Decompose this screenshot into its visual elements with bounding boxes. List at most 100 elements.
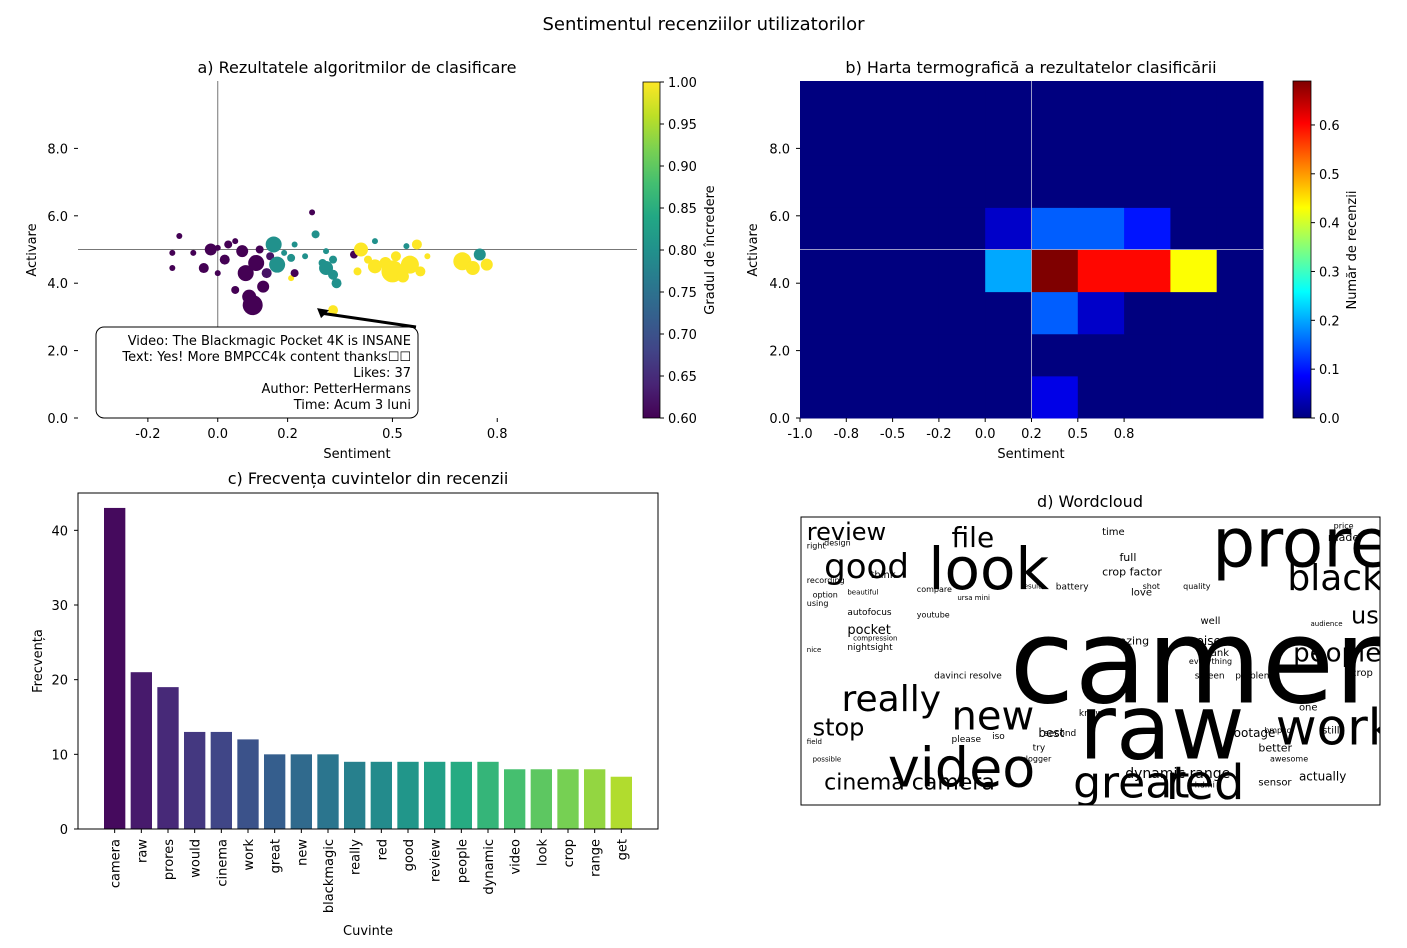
bar	[584, 769, 606, 829]
x-tick-label: 0.8	[1114, 427, 1135, 442]
heatmap-cell	[800, 81, 847, 124]
scatter-point	[176, 233, 183, 240]
scatter-point	[331, 278, 342, 289]
scatter-point	[465, 261, 480, 276]
annotation-arrow-head	[317, 308, 330, 319]
heatmap-cell	[1077, 123, 1125, 166]
x-tick-label: -0.5	[880, 427, 905, 442]
bar	[130, 672, 152, 829]
bar	[104, 507, 126, 829]
panel-d-title: d) Wordcloud	[1037, 492, 1143, 511]
y-tick-label: 4.0	[769, 277, 790, 292]
bar	[317, 754, 339, 829]
panel-b-colorbar-label: Număr de recenzii	[1345, 191, 1360, 310]
x-tick-label: range	[589, 839, 604, 877]
scatter-point	[290, 269, 299, 278]
y-tick-label: 4.0	[47, 277, 68, 292]
x-tick-label: -0.2	[926, 427, 951, 442]
wordcloud-word: everything	[1189, 657, 1232, 666]
scatter-point	[219, 254, 230, 265]
wordcloud-word: dynamic range	[1125, 766, 1230, 782]
wordcloud-word: field	[807, 738, 822, 746]
heatmap-cell	[1124, 165, 1171, 208]
wordcloud-word: audience	[1311, 620, 1343, 628]
wordcloud-word: autofocus	[847, 608, 892, 618]
heatmap-cell	[1077, 207, 1125, 250]
x-tick-label: camera	[109, 839, 124, 888]
panel-a-scatter: a) Rezultatele algoritmilor de clasifica…	[25, 58, 718, 462]
annotation-line: Video: The Blackmagic Pocket 4K is INSAN…	[128, 334, 411, 349]
heatmap-cell	[846, 207, 894, 250]
heatmap-cell	[1170, 375, 1218, 419]
scatter-point	[287, 253, 296, 262]
wordcloud-word: know	[1079, 709, 1103, 719]
y-tick-label: 20	[51, 674, 68, 689]
scatter-point	[236, 245, 249, 258]
y-tick-label: 0.0	[47, 412, 68, 427]
panel-a-ylabel: Activare	[25, 223, 40, 276]
wordcloud-word: one	[1299, 703, 1318, 714]
panel-a-colorbar-label: Gradul de încredere	[703, 185, 718, 314]
colorbar-tick-label: 0.90	[668, 160, 697, 175]
heatmap-cell	[1124, 123, 1171, 166]
wordcloud-word: amazing	[1102, 635, 1149, 648]
scatter-point	[266, 252, 275, 261]
colorbar-tick-label: 0.60	[668, 412, 697, 427]
heatmap-cell	[938, 165, 986, 208]
wordcloud-word: better	[1258, 741, 1292, 754]
y-tick-label: 6.0	[769, 210, 790, 225]
panel-b-heatmap: b) Harta termografică a rezultatelor cla…	[746, 58, 1360, 462]
panel-a-points	[169, 209, 493, 316]
scatter-point	[204, 243, 217, 256]
panel-c-ylabel: Frecvența	[31, 629, 46, 693]
figure-title: Sentimentul recenziilor utilizatorilor	[542, 14, 865, 35]
heatmap-cell	[938, 249, 986, 293]
heatmap-cell	[892, 333, 940, 377]
y-tick-label: 0.0	[769, 412, 790, 427]
colorbar-bar	[1292, 80, 1312, 419]
heatmap-cell	[846, 333, 894, 377]
colorbar-tick-label: 0.1	[1319, 363, 1340, 378]
scatter-point	[214, 244, 221, 251]
wordcloud-word: results	[1021, 583, 1045, 591]
heatmap-cell	[892, 81, 940, 124]
heatmap-cell	[1031, 81, 1079, 124]
scatter-point	[328, 305, 339, 316]
scatter-point	[169, 265, 176, 272]
bar	[210, 731, 232, 829]
wordcloud-word: new	[952, 694, 1035, 740]
heatmap-cell	[1170, 333, 1218, 377]
heatmap-cell	[1031, 375, 1079, 419]
panel-a-xlabel: Sentiment	[323, 447, 390, 462]
scatter-point	[353, 242, 368, 257]
colorbar-tick-label: 0.0	[1319, 412, 1340, 427]
x-tick-label: 0.2	[1021, 427, 1042, 442]
scatter-point	[257, 280, 270, 293]
colorbar-tick-label: 0.80	[668, 244, 697, 259]
scatter-point	[198, 263, 209, 274]
scatter-point	[473, 248, 486, 261]
wordcloud-word: red	[1166, 755, 1245, 811]
annotation-line: Likes: 37	[353, 366, 411, 381]
bar	[610, 776, 632, 829]
wordcloud-word: crop	[1351, 668, 1373, 679]
heatmap-cell	[1077, 165, 1125, 208]
bar	[157, 687, 179, 829]
wordcloud-word: video	[888, 736, 1036, 799]
bar	[557, 769, 579, 829]
annotation-line: Author: PetterHermans	[262, 382, 412, 397]
wordcloud-word: quality	[1183, 582, 1211, 591]
heatmap-cell	[1216, 249, 1264, 293]
panel-b-ylabel: Activare	[746, 223, 761, 276]
wordcloud-word: bmpcc	[1264, 726, 1291, 735]
wordcloud-word: best	[1038, 726, 1064, 740]
bar	[424, 761, 446, 829]
heatmap-cell	[800, 375, 847, 419]
scatter-point	[424, 253, 431, 260]
wordcloud-word: ursa mini	[957, 594, 990, 602]
heatmap-cell	[800, 123, 847, 166]
panel-a-colorbar: 0.60 0.65 0.70 0.75 0.80 0.85 0.90 0.95 1.00	[642, 76, 697, 427]
scatter-point	[367, 259, 382, 274]
wordcloud-word: design	[824, 539, 851, 548]
